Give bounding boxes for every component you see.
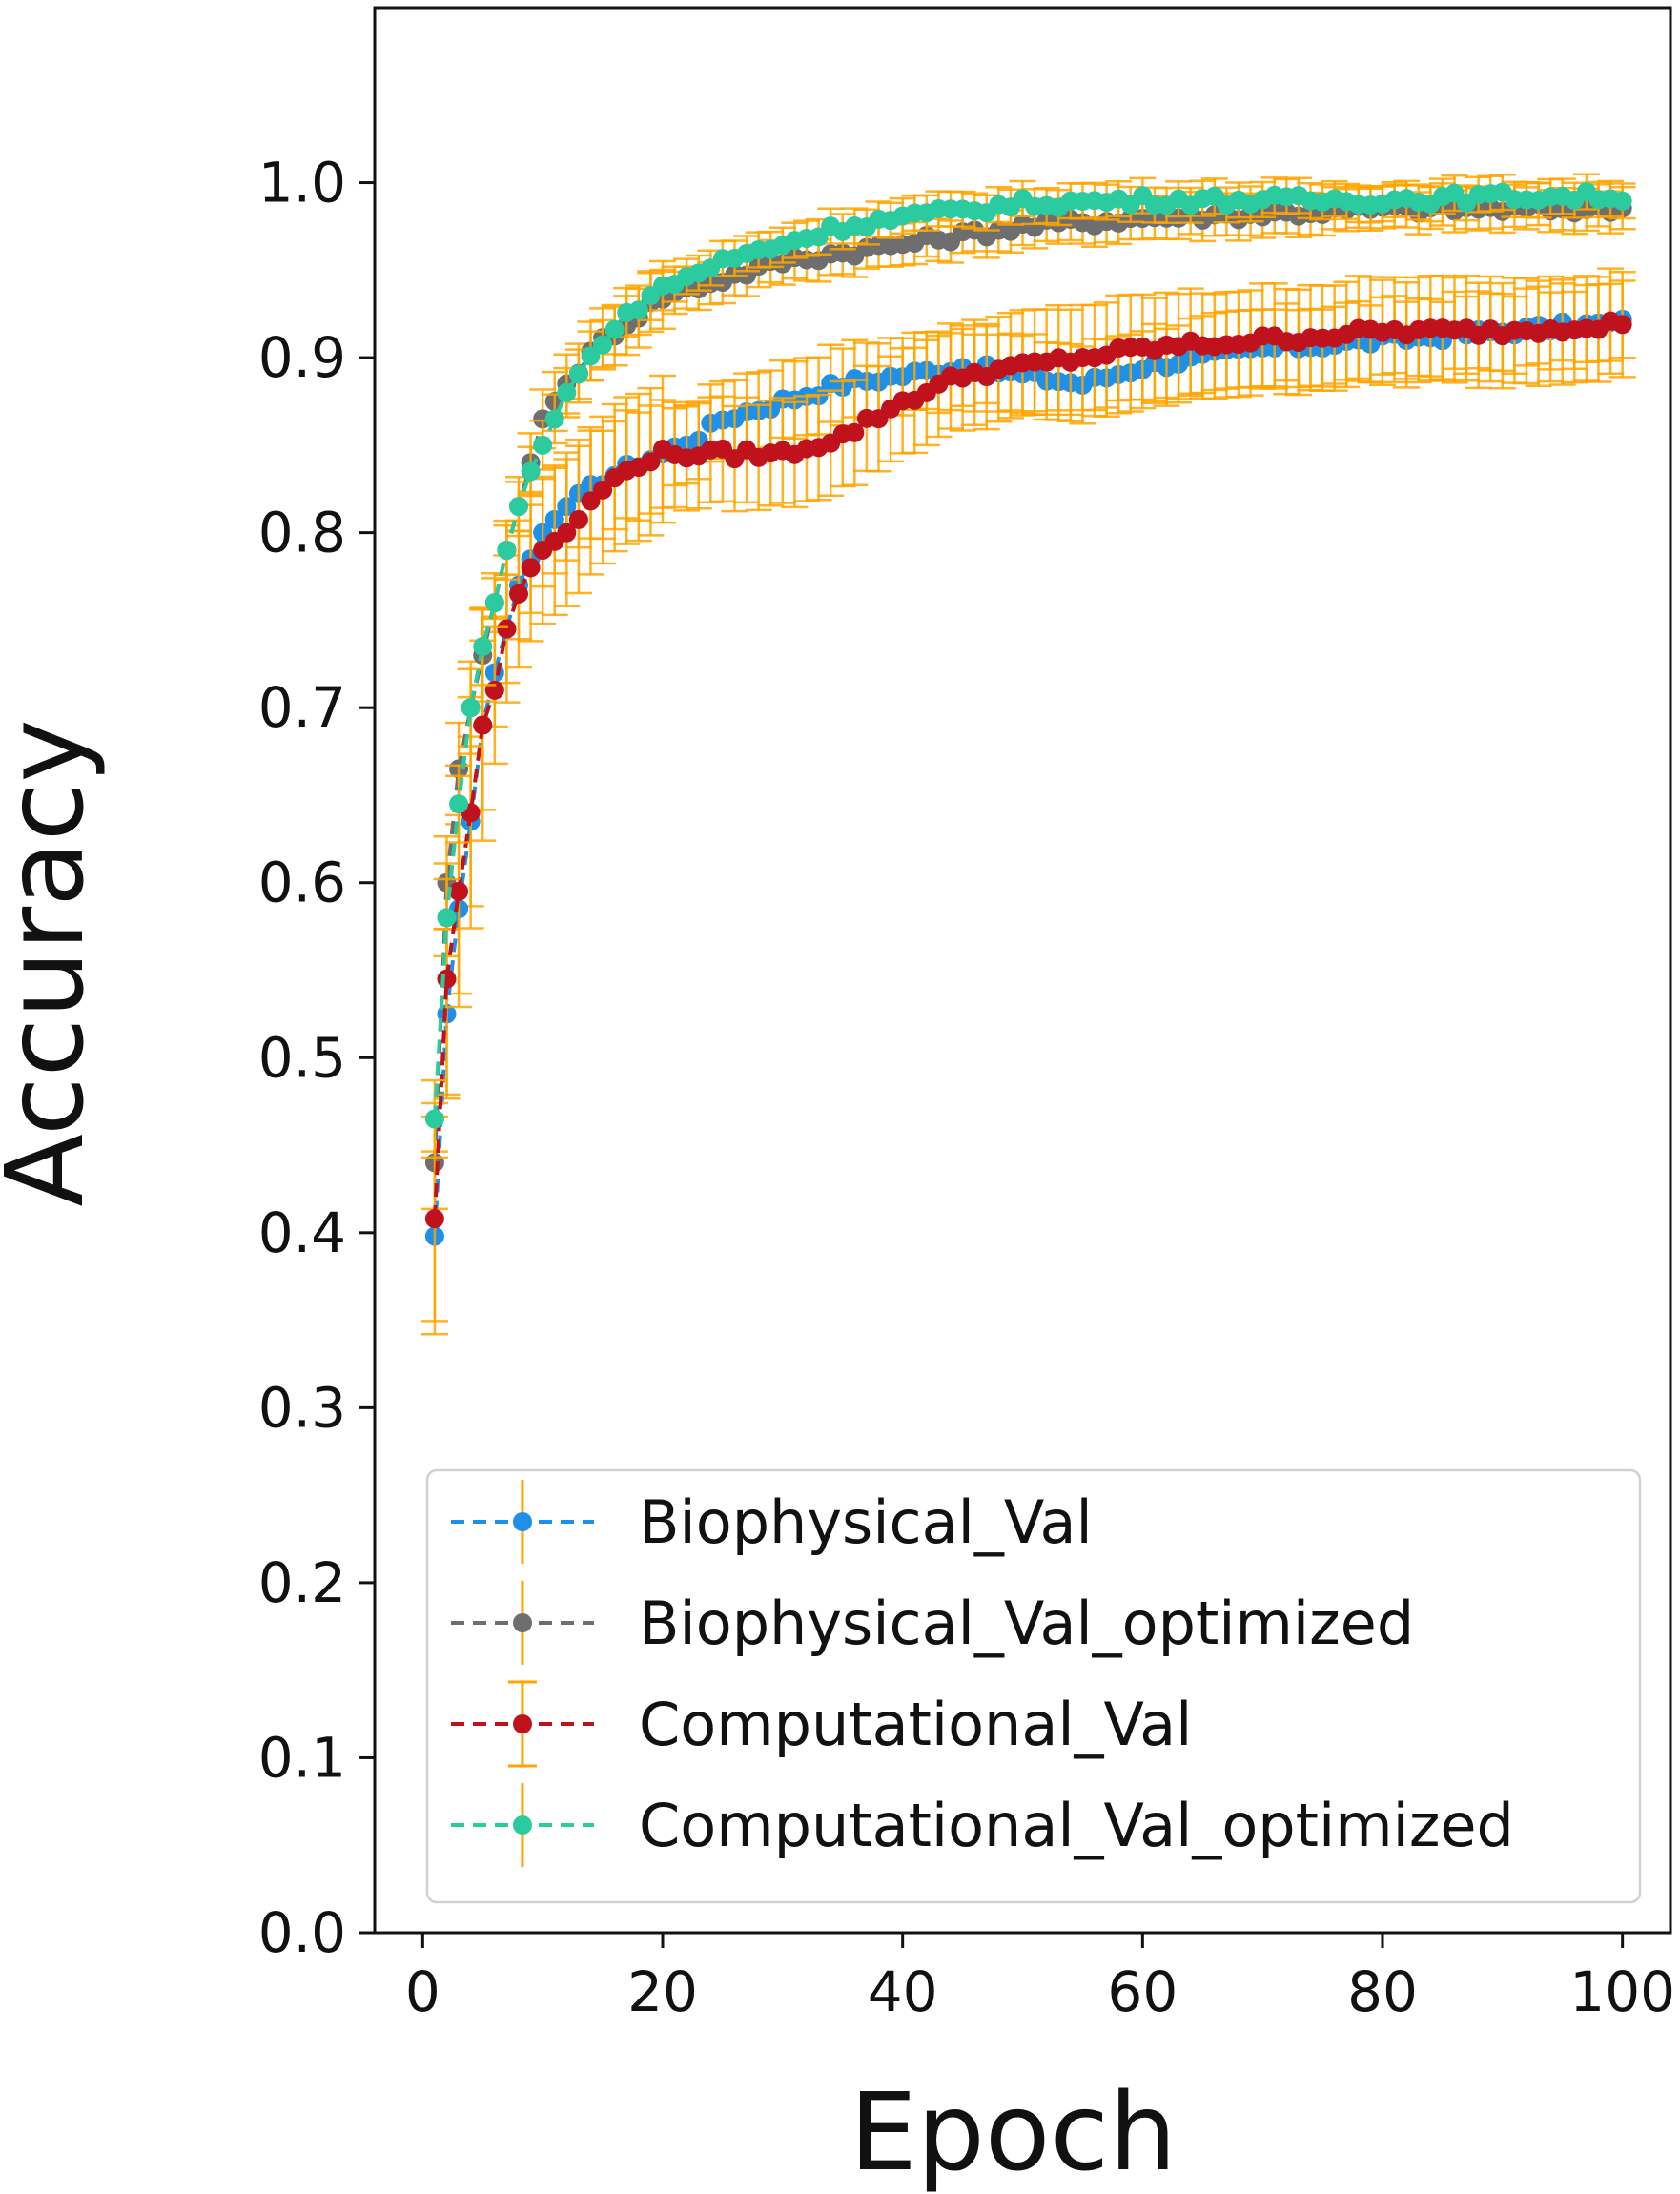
data-point (557, 382, 577, 402)
legend-marker (513, 1613, 532, 1632)
plot-area (420, 173, 1636, 1336)
data-point (424, 1109, 444, 1129)
legend-label: Biophysical_Val (639, 1487, 1093, 1557)
y-tick-label: 0.3 (258, 1375, 346, 1440)
y-tick-label: 1.0 (258, 151, 346, 215)
data-point (484, 680, 504, 700)
legend-entry-3: Computational_Val_optimized (451, 1783, 1514, 1867)
data-point (557, 523, 577, 543)
data-point (641, 452, 661, 472)
series-3 (420, 173, 1636, 1159)
data-point (593, 480, 613, 500)
x-tick-label: 100 (1569, 1959, 1675, 2024)
axes: 0.0 0.1 0.2 0.3 0.4 0.5 0.6 0.7 0.8 0.9 1.0 0 20 40 60… (0, 6, 1675, 2194)
data-point (497, 619, 517, 639)
legend-entry-0: Biophysical_Val (451, 1480, 1093, 1564)
legend-label: Computational_Val_optimized (639, 1791, 1514, 1860)
data-point (521, 558, 541, 578)
y-tick-label: 0.4 (258, 1200, 346, 1265)
y-tick-label: 0.0 (258, 1900, 346, 1965)
data-point (473, 636, 493, 656)
data-point (484, 593, 504, 613)
x-tick-label: 20 (627, 1959, 698, 2024)
y-tick-label: 0.5 (258, 1025, 346, 1090)
legend-label: Biophysical_Val_optimized (639, 1589, 1414, 1658)
y-tick-label: 0.2 (258, 1550, 346, 1615)
legend-box (425, 1468, 1642, 1904)
data-point (449, 881, 469, 901)
legend-entry-1: Biophysical_Val_optimized (451, 1581, 1414, 1665)
legend-marker (513, 1512, 532, 1531)
x-tick-label: 60 (1107, 1959, 1178, 2024)
y-axis-title: Accuracy (0, 719, 108, 1206)
data-point (1612, 191, 1632, 211)
series-line (432, 317, 1624, 1237)
data-point (461, 698, 481, 718)
data-point (509, 584, 528, 604)
legend: Biophysical_Val Biophysical_Val_optimized… (425, 1468, 1642, 1904)
y-tick-label: 0.7 (258, 675, 346, 740)
y-tick-label: 0.6 (258, 851, 346, 915)
data-point (593, 335, 613, 355)
data-point (568, 509, 588, 529)
data-point (544, 409, 564, 429)
data-point (437, 969, 457, 989)
x-axis-title: Epoch (850, 2071, 1177, 2194)
data-point (424, 1209, 444, 1229)
data-point (509, 497, 528, 517)
x-tick-label: 40 (868, 1959, 938, 2024)
legend-marker (513, 1815, 532, 1835)
data-point (568, 364, 588, 384)
data-point (437, 908, 457, 928)
x-tick-label: 0 (405, 1959, 440, 2024)
legend-marker (513, 1714, 532, 1733)
data-point (533, 435, 553, 455)
y-tick-label: 0.9 (258, 325, 346, 390)
data-point (581, 346, 601, 366)
data-point (845, 422, 865, 442)
plot-frame (373, 6, 1672, 1935)
data-point (1612, 315, 1632, 335)
y-tick-label: 0.8 (258, 501, 346, 565)
series-line (432, 318, 1624, 1220)
data-point (497, 540, 517, 560)
legend-entry-2: Computational_Val (451, 1680, 1192, 1768)
data-point (521, 461, 541, 482)
y-tick-label: 0.1 (258, 1725, 346, 1790)
data-point (604, 319, 625, 339)
series-2 (420, 267, 1636, 1336)
x-tick-label: 80 (1347, 1959, 1418, 2024)
data-point (473, 715, 493, 735)
legend-label: Computational_Val (639, 1690, 1192, 1759)
data-point (449, 794, 469, 814)
data-point (628, 300, 648, 320)
